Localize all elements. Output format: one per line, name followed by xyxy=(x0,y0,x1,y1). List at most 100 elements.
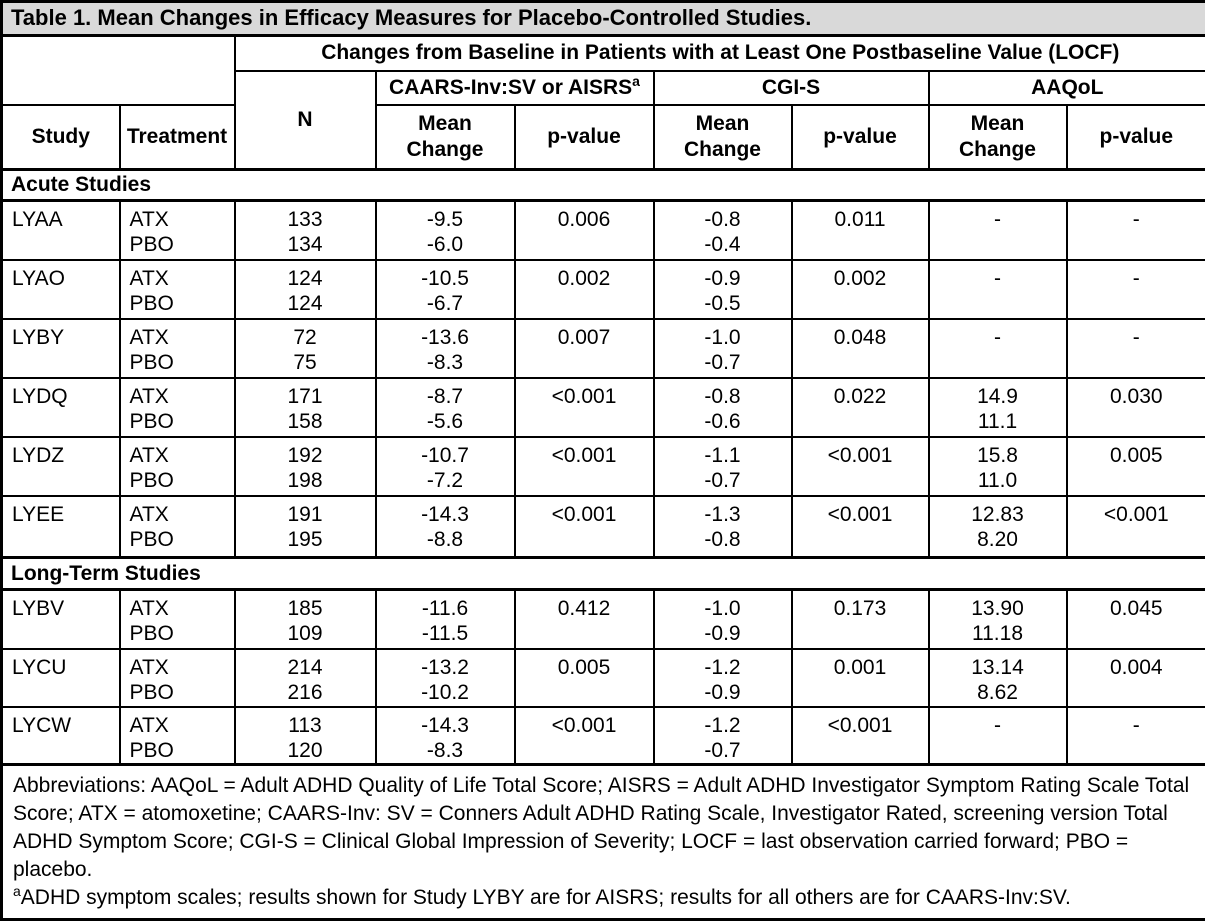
cell-line: -8.3 xyxy=(377,350,514,375)
cell-caars-p: <0.001 xyxy=(515,437,654,496)
footnote-a-marker: a xyxy=(13,883,21,899)
group-header-cgis: CGI-S xyxy=(654,71,929,105)
cell-line: 133 xyxy=(236,207,375,232)
cell-cgis-p: 0.001 xyxy=(792,649,929,707)
cell-line: 134 xyxy=(236,232,375,257)
cell-cgis-mean: -1.1-0.7 xyxy=(654,437,792,496)
cell-line: PBO xyxy=(130,621,234,646)
group-header-caars-label: CAARS-Inv:SV or AISRS xyxy=(389,76,632,99)
cell-caars-mean: -14.3-8.8 xyxy=(376,496,515,558)
cell-cgis-mean: -1.0-0.9 xyxy=(654,590,792,649)
col-header-cgis-mean-change: Mean Change xyxy=(654,105,792,170)
cell-line: ATX xyxy=(130,502,234,527)
footnote-a: aADHD symptom scales; results shown for … xyxy=(13,884,1195,912)
cell-line: 11.18 xyxy=(930,621,1066,646)
cell-line: -13.2 xyxy=(377,655,514,680)
cell-aaqol-p: 0.005 xyxy=(1067,437,1205,496)
col-header-cgis-p-value: p-value xyxy=(792,105,929,170)
cell-line: 171 xyxy=(236,384,375,409)
cell-line: ATX xyxy=(130,207,234,232)
cell-line: 158 xyxy=(236,409,375,434)
cell-line: -0.8 xyxy=(655,384,791,409)
cell-line: -8.8 xyxy=(377,527,514,552)
cell-caars-mean: -13.2-10.2 xyxy=(376,649,515,707)
cell-line: ATX xyxy=(130,443,234,468)
cell-cgis-p: 0.173 xyxy=(792,590,929,649)
cell-line: -8.3 xyxy=(377,738,514,763)
cell-cgis-p: <0.001 xyxy=(792,437,929,496)
cell-line: 75 xyxy=(236,350,375,375)
cell-line: -14.3 xyxy=(377,713,514,738)
cell-cgis-p: 0.011 xyxy=(792,201,929,260)
cell-line: 185 xyxy=(236,596,375,621)
cell-line: -1.0 xyxy=(655,325,791,350)
cell-line: PBO xyxy=(130,680,234,705)
cell-line: -10.2 xyxy=(377,680,514,705)
cell-aaqol-p: 0.004 xyxy=(1067,649,1205,707)
cell-line: 192 xyxy=(236,443,375,468)
cell-line: PBO xyxy=(130,232,234,257)
cell-line: 124 xyxy=(236,266,375,291)
cell-aaqol-p: 0.045 xyxy=(1067,590,1205,649)
cell-line: ATX xyxy=(130,713,234,738)
cell-caars-p: <0.001 xyxy=(515,378,654,437)
cell-line: ATX xyxy=(130,596,234,621)
cell-cgis-p: <0.001 xyxy=(792,496,929,558)
cell-line: -0.4 xyxy=(655,232,791,257)
cell-line: 124 xyxy=(236,291,375,316)
cell-cgis-p: <0.001 xyxy=(792,707,929,765)
cell-line: -13.6 xyxy=(377,325,514,350)
cell-line: -6.0 xyxy=(377,232,514,257)
cell-cgis-mean: -0.9-0.5 xyxy=(654,260,792,319)
cell-line: 11.1 xyxy=(930,409,1066,434)
cell-line: -0.7 xyxy=(655,738,791,763)
cell-line: -0.9 xyxy=(655,266,791,291)
header-blank-cell xyxy=(2,36,235,105)
cell-line: -0.9 xyxy=(655,621,791,646)
cell-line: PBO xyxy=(130,527,234,552)
cell-line: 191 xyxy=(236,502,375,527)
cell-cgis-p: 0.002 xyxy=(792,260,929,319)
col-header-study: Study xyxy=(2,105,120,170)
cell-line: PBO xyxy=(130,468,234,493)
cell-line: 13.90 xyxy=(930,596,1066,621)
cell-line: -10.5 xyxy=(377,266,514,291)
cell-line: -10.7 xyxy=(377,443,514,468)
cell-aaqol-mean: - xyxy=(929,707,1067,765)
cell-line: -0.6 xyxy=(655,409,791,434)
cell-cgis-mean: -0.8-0.6 xyxy=(654,378,792,437)
cell-line: 15.8 xyxy=(930,443,1066,468)
cell-caars-p: 0.005 xyxy=(515,649,654,707)
cell-aaqol-p: - xyxy=(1067,707,1205,765)
cell-study: LYDZ xyxy=(2,437,120,496)
cell-line: - xyxy=(930,325,1066,350)
cell-caars-mean: -14.3-8.3 xyxy=(376,707,515,765)
cell-line: PBO xyxy=(130,291,234,316)
cell-line: 195 xyxy=(236,527,375,552)
cell-cgis-p: 0.022 xyxy=(792,378,929,437)
cell-caars-p: 0.006 xyxy=(515,201,654,260)
col-header-aaqol-mean-change: Mean Change xyxy=(929,105,1067,170)
cell-study: LYCU xyxy=(2,649,120,707)
cell-line: 8.20 xyxy=(930,527,1066,552)
cell-caars-p: <0.001 xyxy=(515,707,654,765)
footnote-a-text: ADHD symptom scales; results shown for S… xyxy=(21,886,1071,909)
section-header-long-term-studies: Long-Term Studies xyxy=(2,558,1205,590)
cell-line: - xyxy=(930,207,1066,232)
